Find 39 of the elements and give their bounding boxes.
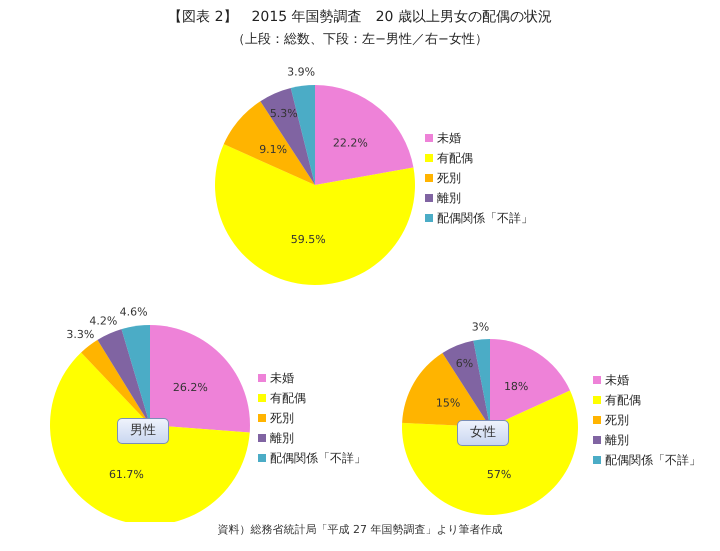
data-label: 9.1%: [259, 142, 288, 156]
data-label: 18%: [504, 380, 528, 393]
legend-label: 死別: [437, 170, 461, 187]
chart-title: 【図表 2】 2015 年国勢調査 20 歳以上男女の配偶の状況: [167, 8, 553, 26]
data-label: 4.2%: [89, 314, 118, 328]
legend-label: 未婚: [270, 370, 294, 387]
text: 女性: [457, 420, 509, 446]
data-label: 5.3%: [270, 107, 298, 120]
legend-label: 有配偶: [605, 392, 641, 409]
pie-slice: [260, 88, 315, 185]
text: 資料）総務省統計局「平成 27 年国勢調査」より筆者作成: [216, 522, 504, 537]
data-label: 3.3%: [66, 328, 94, 342]
data-label: 59.5%: [290, 233, 326, 246]
data-label: 6%: [456, 356, 474, 370]
legend-label: 離別: [270, 430, 294, 447]
chart-subtitle: （上段：総数、下段：左−男性／右−女性）: [231, 31, 489, 48]
pie-slice: [315, 85, 414, 185]
text: 男性: [117, 418, 169, 444]
legend-label: 有配偶: [437, 150, 473, 167]
legend-label: 配偶関係「不詳」: [605, 452, 701, 469]
data-label: 3.9%: [287, 65, 316, 78]
legend-label: 離別: [437, 190, 461, 207]
legend-label: 死別: [270, 410, 294, 427]
data-label: 4.6%: [120, 306, 148, 319]
legend-label: 配偶関係「不詳」: [437, 210, 533, 227]
pie-slice: [402, 390, 578, 515]
data-label: 57%: [486, 468, 512, 482]
data-label: 22.2%: [332, 136, 368, 150]
data-label: 61.7%: [108, 468, 144, 482]
data-label: 3%: [472, 320, 490, 334]
legend-label: 死別: [605, 412, 629, 429]
legend-label: 離別: [605, 432, 629, 449]
legend-label: 有配偶: [270, 390, 306, 407]
pie-slice: [224, 101, 315, 185]
legend-label: 未婚: [605, 372, 629, 389]
legend-label: 配偶関係「不詳」: [270, 450, 366, 467]
data-label: 26.2%: [172, 381, 208, 394]
legend-label: 未婚: [437, 130, 461, 147]
data-label: 15%: [436, 396, 460, 410]
